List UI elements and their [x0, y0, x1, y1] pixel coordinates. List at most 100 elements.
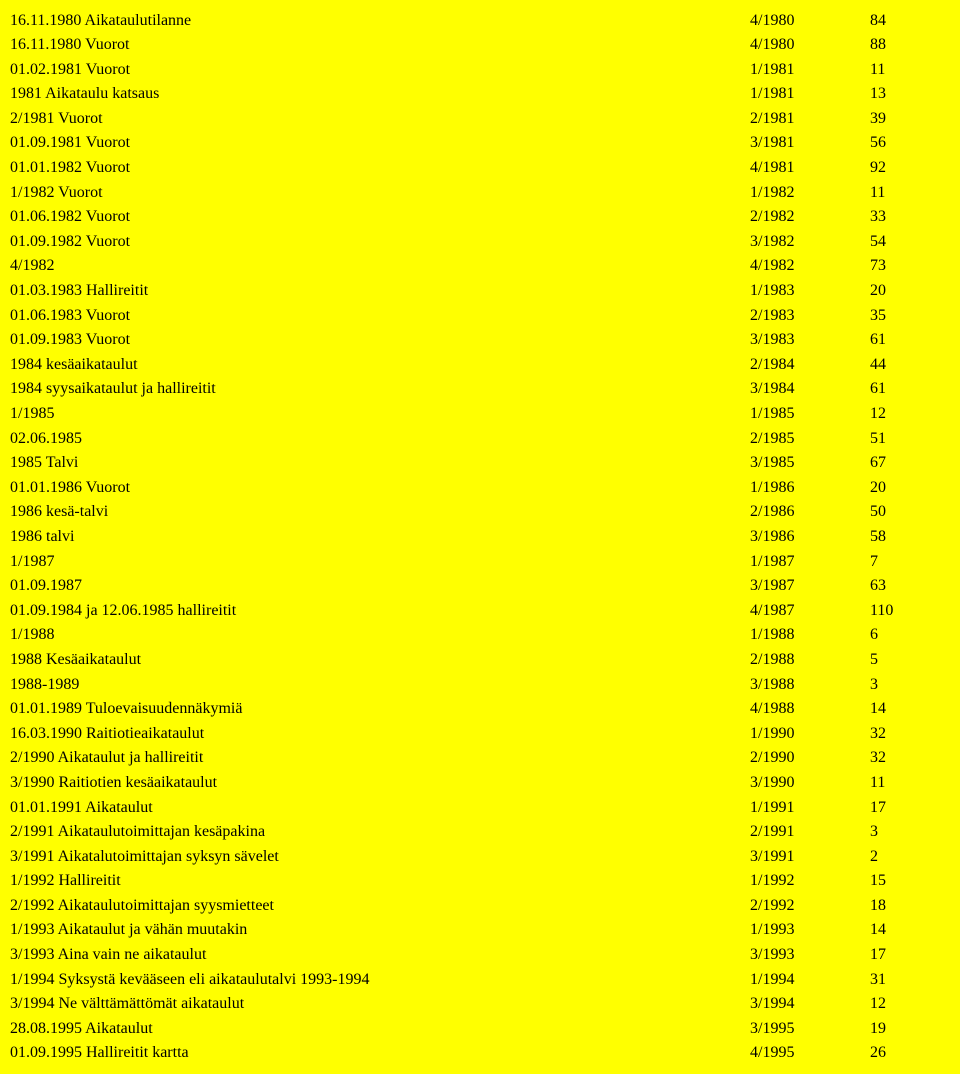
- entry-description: 28.08.1995 Aikataulut: [10, 1016, 750, 1041]
- entry-page: 33: [870, 205, 950, 230]
- entry-page: 20: [870, 279, 950, 304]
- entry-page: 56: [870, 131, 950, 156]
- table-row: 3/1994 Ne välttämättömät aikataulut3/199…: [10, 992, 950, 1017]
- entry-description: 2/1990 Aikataulut ja hallireitit: [10, 746, 750, 771]
- entry-reference: 1/1986: [750, 475, 870, 500]
- entry-reference: 4/1987: [750, 598, 870, 623]
- entry-reference: 1/1988: [750, 623, 870, 648]
- entry-reference: 2/1990: [750, 746, 870, 771]
- index-table: 16.11.1980 Aikataulutilanne4/19808416.11…: [10, 8, 950, 1066]
- table-row: 2/1992 Aikataulutoimittajan syysmietteet…: [10, 893, 950, 918]
- entry-page: 14: [870, 918, 950, 943]
- table-row: 1984 syysaikataulut ja hallireitit3/1984…: [10, 377, 950, 402]
- entry-page: 39: [870, 106, 950, 131]
- entry-reference: 2/1991: [750, 820, 870, 845]
- table-row: 01.09.1983 Vuorot3/198361: [10, 328, 950, 353]
- entry-reference: 4/1981: [750, 156, 870, 181]
- entry-page: 3: [870, 820, 950, 845]
- entry-page: 32: [870, 721, 950, 746]
- table-row: 3/1993 Aina vain ne aikataulut3/199317: [10, 943, 950, 968]
- entry-description: 1986 talvi: [10, 524, 750, 549]
- entry-page: 17: [870, 795, 950, 820]
- entry-description: 01.02.1981 Vuorot: [10, 57, 750, 82]
- entry-page: 44: [870, 352, 950, 377]
- table-row: 4/19824/198273: [10, 254, 950, 279]
- entry-page: 17: [870, 943, 950, 968]
- entry-reference: 3/1982: [750, 229, 870, 254]
- entry-description: 01.06.1982 Vuorot: [10, 205, 750, 230]
- entry-page: 51: [870, 426, 950, 451]
- table-row: 01.01.1986 Vuorot1/198620: [10, 475, 950, 500]
- table-row: 02.06.19852/198551: [10, 426, 950, 451]
- entry-page: 88: [870, 33, 950, 58]
- entry-description: 3/1990 Raitiotien kesäaikataulut: [10, 770, 750, 795]
- entry-reference: 2/1988: [750, 647, 870, 672]
- entry-page: 11: [870, 770, 950, 795]
- entry-reference: 1/1992: [750, 869, 870, 894]
- table-row: 1/1993 Aikataulut ja vähän muutakin1/199…: [10, 918, 950, 943]
- entry-reference: 1/1981: [750, 57, 870, 82]
- entry-description: 1/1985: [10, 402, 750, 427]
- table-row: 1988 Kesäaikataulut2/19885: [10, 647, 950, 672]
- entry-reference: 3/1987: [750, 574, 870, 599]
- entry-description: 1981 Aikataulu katsaus: [10, 82, 750, 107]
- entry-reference: 1/1981: [750, 82, 870, 107]
- table-row: 3/1990 Raitiotien kesäaikataulut3/199011: [10, 770, 950, 795]
- entry-reference: 1/1987: [750, 549, 870, 574]
- table-row: 1/19851/198512: [10, 402, 950, 427]
- entry-description: 2/1981 Vuorot: [10, 106, 750, 131]
- entry-description: 1984 syysaikataulut ja hallireitit: [10, 377, 750, 402]
- table-row: 1984 kesäaikataulut2/198444: [10, 352, 950, 377]
- entry-description: 01.09.1982 Vuorot: [10, 229, 750, 254]
- entry-reference: 3/1991: [750, 844, 870, 869]
- entry-page: 11: [870, 180, 950, 205]
- entry-page: 3: [870, 672, 950, 697]
- entry-page: 18: [870, 893, 950, 918]
- table-row: 01.09.1982 Vuorot3/198254: [10, 229, 950, 254]
- entry-page: 32: [870, 746, 950, 771]
- table-row: 01.02.1981 Vuorot1/198111: [10, 57, 950, 82]
- entry-page: 6: [870, 623, 950, 648]
- entry-page: 5: [870, 647, 950, 672]
- entry-reference: 3/1990: [750, 770, 870, 795]
- entry-page: 12: [870, 992, 950, 1017]
- table-row: 01.06.1983 Vuorot2/198335: [10, 303, 950, 328]
- entry-reference: 4/1982: [750, 254, 870, 279]
- entry-description: 16.11.1980 Aikataulutilanne: [10, 8, 750, 33]
- entry-page: 26: [870, 1041, 950, 1066]
- entry-reference: 1/1985: [750, 402, 870, 427]
- entry-reference: 1/1983: [750, 279, 870, 304]
- entry-reference: 3/1984: [750, 377, 870, 402]
- entry-page: 35: [870, 303, 950, 328]
- table-row: 1/1992 Hallireitit1/199215: [10, 869, 950, 894]
- entry-reference: 2/1986: [750, 500, 870, 525]
- table-row: 1/19871/19877: [10, 549, 950, 574]
- table-row: 2/1990 Aikataulut ja hallireitit2/199032: [10, 746, 950, 771]
- entry-reference: 3/1994: [750, 992, 870, 1017]
- entry-page: 31: [870, 967, 950, 992]
- entry-reference: 3/1986: [750, 524, 870, 549]
- entry-description: 01.01.1989 Tuloevaisuudennäkymiä: [10, 697, 750, 722]
- entry-description: 2/1991 Aikataulutoimittajan kesäpakina: [10, 820, 750, 845]
- entry-page: 19: [870, 1016, 950, 1041]
- entry-description: 01.01.1986 Vuorot: [10, 475, 750, 500]
- entry-description: 01.09.1981 Vuorot: [10, 131, 750, 156]
- table-row: 01.09.1981 Vuorot3/198156: [10, 131, 950, 156]
- entry-page: 67: [870, 451, 950, 476]
- entry-description: 1984 kesäaikataulut: [10, 352, 750, 377]
- table-row: 01.03.1983 Hallireitit1/198320: [10, 279, 950, 304]
- table-row: 1986 talvi3/198658: [10, 524, 950, 549]
- entry-description: 1/1993 Aikataulut ja vähän muutakin: [10, 918, 750, 943]
- entry-reference: 3/1985: [750, 451, 870, 476]
- entry-description: 01.09.1987: [10, 574, 750, 599]
- entry-page: 61: [870, 377, 950, 402]
- entry-description: 1/1982 Vuorot: [10, 180, 750, 205]
- entry-page: 61: [870, 328, 950, 353]
- entry-description: 3/1993 Aina vain ne aikataulut: [10, 943, 750, 968]
- table-row: 01.09.1995 Hallireitit kartta4/199526: [10, 1041, 950, 1066]
- entry-description: 1985 Talvi: [10, 451, 750, 476]
- entry-description: 01.01.1991 Aikataulut: [10, 795, 750, 820]
- table-row: 1985 Talvi3/198567: [10, 451, 950, 476]
- table-row: 2/1981 Vuorot2/198139: [10, 106, 950, 131]
- table-row: 3/1991 Aikatalutoimittajan syksyn sävele…: [10, 844, 950, 869]
